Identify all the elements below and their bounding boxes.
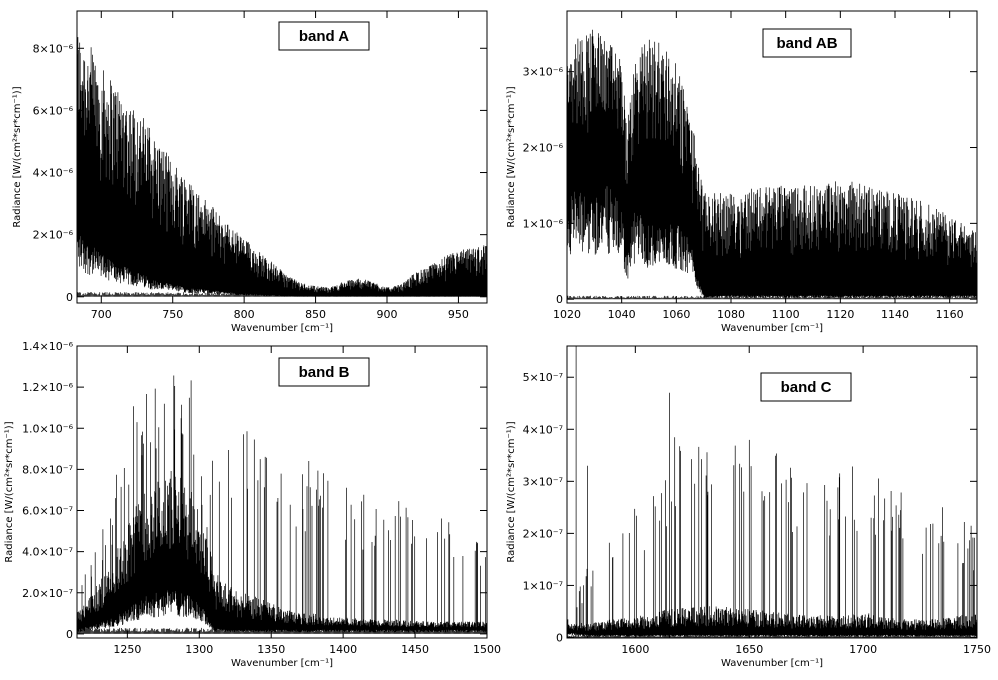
y-tick-label: 6×10⁻⁶ <box>33 104 74 117</box>
x-axis-label: Wavenumber [cm⁻¹] <box>721 658 823 669</box>
x-axis-label: Wavenumber [cm⁻¹] <box>721 323 823 334</box>
y-tick-label: 2×10⁻⁷ <box>523 527 563 540</box>
y-tick-label: 6.0×10⁻⁷ <box>22 505 73 518</box>
x-tick-label: 800 <box>234 308 255 321</box>
x-tick-label: 950 <box>448 308 469 321</box>
x-tick-label: 1120 <box>826 308 854 321</box>
y-tick-label: 1×10⁻⁶ <box>523 217 564 230</box>
y-tick-label: 1.0×10⁻⁶ <box>22 422 74 435</box>
y-axis-label: Radiance [W/(cm²*sr*cm⁻¹)] <box>506 421 517 562</box>
x-tick-label: 1250 <box>113 643 141 656</box>
y-tick-label: 5×10⁻⁷ <box>523 371 563 384</box>
y-tick-label: 1×10⁻⁷ <box>523 579 563 592</box>
x-tick-label: 1700 <box>849 643 877 656</box>
x-tick-label: 1080 <box>717 308 745 321</box>
plot-frame <box>566 345 978 639</box>
band-label-box <box>762 28 852 58</box>
x-tick-label: 1020 <box>553 308 581 321</box>
y-tick-label: 0 <box>66 291 73 304</box>
x-tick-label: 1350 <box>257 643 285 656</box>
x-tick-label: 1600 <box>621 643 649 656</box>
spectrum-trace <box>77 37 487 297</box>
x-tick-label: 700 <box>91 308 112 321</box>
x-tick-label: 1400 <box>329 643 357 656</box>
plot-frame <box>566 10 978 304</box>
y-tick-label: 4×10⁻⁶ <box>33 167 74 180</box>
x-tick-label: 1650 <box>735 643 763 656</box>
panel-4: 1600 1650 1700 1750 0 1×10⁻⁷ 2×10⁻⁷ 3×10⁻⁷ 4×10⁻… <box>506 345 991 669</box>
y-axis-label: Radiance [W/(cm²*sr*cm⁻¹)] <box>506 86 517 227</box>
x-axis-label: Wavenumber [cm⁻¹] <box>231 658 333 669</box>
y-tick-label: 2×10⁻⁶ <box>33 229 74 242</box>
x-tick-label: 1100 <box>772 308 800 321</box>
y-tick-label: 3×10⁻⁷ <box>523 475 563 488</box>
band-label-box <box>278 357 370 387</box>
y-tick-label: 2×10⁻⁶ <box>523 142 564 155</box>
y-tick-label: 2.0×10⁻⁷ <box>22 587 73 600</box>
x-tick-label: 900 <box>377 308 398 321</box>
x-tick-label: 1140 <box>881 308 909 321</box>
y-axis-label: Radiance [W/(cm²*sr*cm⁻¹)] <box>12 86 23 227</box>
y-tick-label: 8.0×10⁻⁷ <box>22 463 73 476</box>
x-tick-label: 1060 <box>662 308 690 321</box>
x-tick-label: 850 <box>305 308 326 321</box>
panel-1: 700 750 800 850 900 950 0 2×10⁻⁶ 4×10⁻⁶ 6×10⁻⁶ 8×1… <box>12 10 488 334</box>
x-axis-label: Wavenumber [cm⁻¹] <box>231 323 333 334</box>
x-tick-label: 1040 <box>608 308 636 321</box>
spectrum-trace <box>567 29 977 300</box>
spectrum-trace <box>77 375 487 634</box>
x-tick-label: 1300 <box>185 643 213 656</box>
band-label: band B <box>299 364 350 381</box>
y-tick-label: 0 <box>66 628 73 641</box>
y-tick-label: 8×10⁻⁶ <box>33 42 74 55</box>
y-tick-label: 1.4×10⁻⁶ <box>22 340 74 353</box>
x-tick-label: 1160 <box>936 308 964 321</box>
y-tick-label: 0 <box>556 631 563 644</box>
panel-3: 1250 1300 1350 1400 1450 1500 0 2.0×10⁻⁷ 4.0×10⁻… <box>4 340 501 669</box>
band-label: band A <box>299 28 349 45</box>
plot-frame <box>76 10 488 304</box>
x-tick-label: 1750 <box>963 643 991 656</box>
y-tick-label: 4×10⁻⁷ <box>523 423 563 436</box>
band-label: band AB <box>776 35 837 52</box>
panel-2: 1020 1040 1060 1080 1100 1120 1140 1160 0 1×10⁻⁶ 2… <box>506 10 978 334</box>
y-axis-label: Radiance [W/(cm²*sr*cm⁻¹)] <box>4 421 15 562</box>
y-tick-label: 0 <box>556 293 563 306</box>
y-tick-label: 3×10⁻⁶ <box>523 66 564 79</box>
spectrum-trace <box>567 346 977 638</box>
band-label: band C <box>781 379 832 396</box>
band-label-box <box>278 21 370 51</box>
x-tick-label: 750 <box>162 308 183 321</box>
x-tick-label: 1500 <box>473 643 501 656</box>
band-label-box <box>760 372 852 402</box>
x-tick-label: 1450 <box>401 643 429 656</box>
y-tick-label: 1.2×10⁻⁶ <box>22 381 74 394</box>
plot-frame <box>76 345 488 639</box>
y-tick-label: 4.0×10⁻⁷ <box>22 546 73 559</box>
